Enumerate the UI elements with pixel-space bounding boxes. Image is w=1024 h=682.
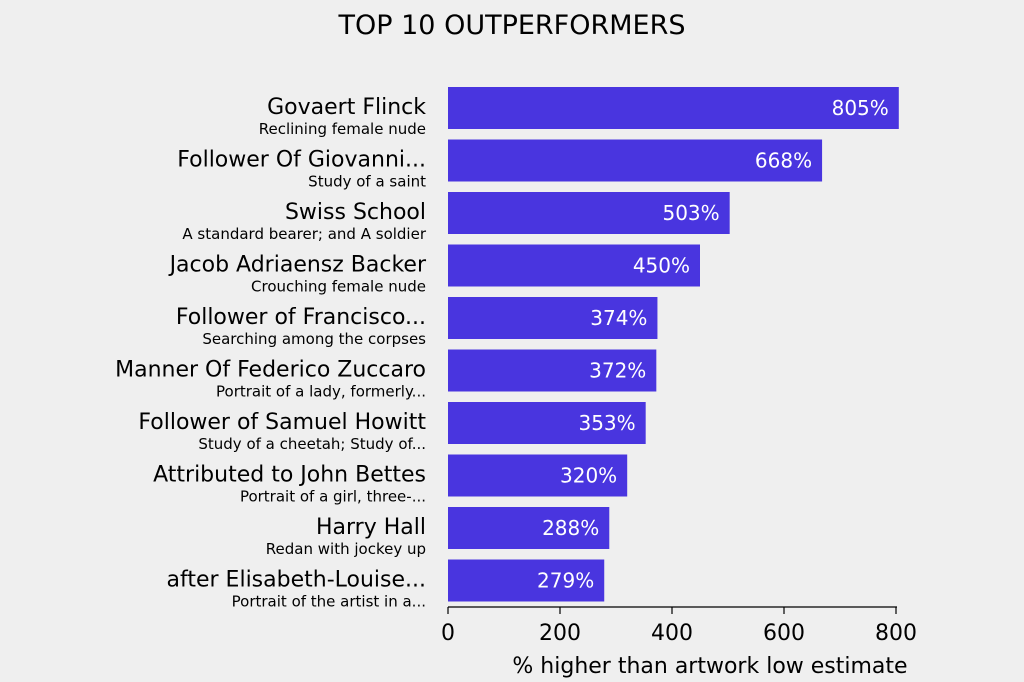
x-tick-label: 200 xyxy=(539,621,581,646)
bar xyxy=(448,454,628,497)
category-work-label: Reclining female nude xyxy=(259,120,426,138)
bar xyxy=(448,297,658,339)
bar xyxy=(448,507,610,549)
bar xyxy=(448,244,700,287)
category-artist-label: Harry Hall xyxy=(316,515,426,540)
bar-value-label: 288% xyxy=(542,516,599,540)
category-work-label: Study of a cheetah; Study of... xyxy=(198,435,426,453)
category-artist-label: Follower of Samuel Howitt xyxy=(138,410,426,435)
bar-value-label: 374% xyxy=(590,306,647,330)
bar-value-label: 320% xyxy=(560,464,617,488)
bar xyxy=(448,349,657,392)
bar-value-label: 353% xyxy=(578,411,635,435)
category-artist-label: Swiss School xyxy=(285,200,426,225)
category-work-label: Portrait of a lady, formerly... xyxy=(216,383,426,401)
category-artist-label: Follower Of Giovanni... xyxy=(177,148,426,173)
category-work-label: Portrait of a girl, three-... xyxy=(240,488,426,506)
x-tick-label: 400 xyxy=(651,621,693,646)
x-tick-label: 600 xyxy=(763,621,805,646)
chart-title: TOP 10 OUTPERFORMERS xyxy=(338,10,686,41)
bar xyxy=(448,402,646,444)
x-tick-label: 0 xyxy=(441,621,455,646)
category-work-label: Study of a saint xyxy=(308,173,426,191)
x-axis: 0 200 400 600 800 xyxy=(441,606,917,646)
category-artist-label: after Elisabeth-Louise... xyxy=(167,568,426,593)
bars-group: 805% 668% 503% 450% 374% 372% 353% 320% 288% 279% xyxy=(448,87,899,602)
category-artist-label: Jacob Adriaensz Backer xyxy=(168,253,427,278)
bar xyxy=(448,87,899,129)
x-tick-label: 800 xyxy=(875,621,917,646)
bar-value-label: 805% xyxy=(832,96,889,120)
category-work-label: Crouching female nude xyxy=(251,278,426,296)
category-artist-label: Attributed to John Bettes xyxy=(153,463,426,488)
bar-value-label: 279% xyxy=(537,569,594,593)
category-artist-label: Govaert Flinck xyxy=(267,95,426,120)
x-axis-label: % higher than artwork low estimate xyxy=(512,654,907,679)
category-artist-label: Follower of Francisco... xyxy=(176,305,426,330)
bar-value-label: 668% xyxy=(755,149,812,173)
category-work-label: A standard bearer; and A soldier xyxy=(182,225,426,243)
bar xyxy=(448,559,605,602)
category-work-label: Portrait of the artist in a... xyxy=(232,593,426,611)
category-artist-label: Manner Of Federico Zuccaro xyxy=(115,358,426,383)
bar-value-label: 450% xyxy=(633,254,690,278)
bar-value-label: 372% xyxy=(589,359,646,383)
category-work-label: Redan with jockey up xyxy=(266,540,426,558)
bar-value-label: 503% xyxy=(662,201,719,225)
category-work-label: Searching among the corpses xyxy=(202,330,426,348)
bar xyxy=(448,139,823,182)
bar xyxy=(448,192,730,234)
